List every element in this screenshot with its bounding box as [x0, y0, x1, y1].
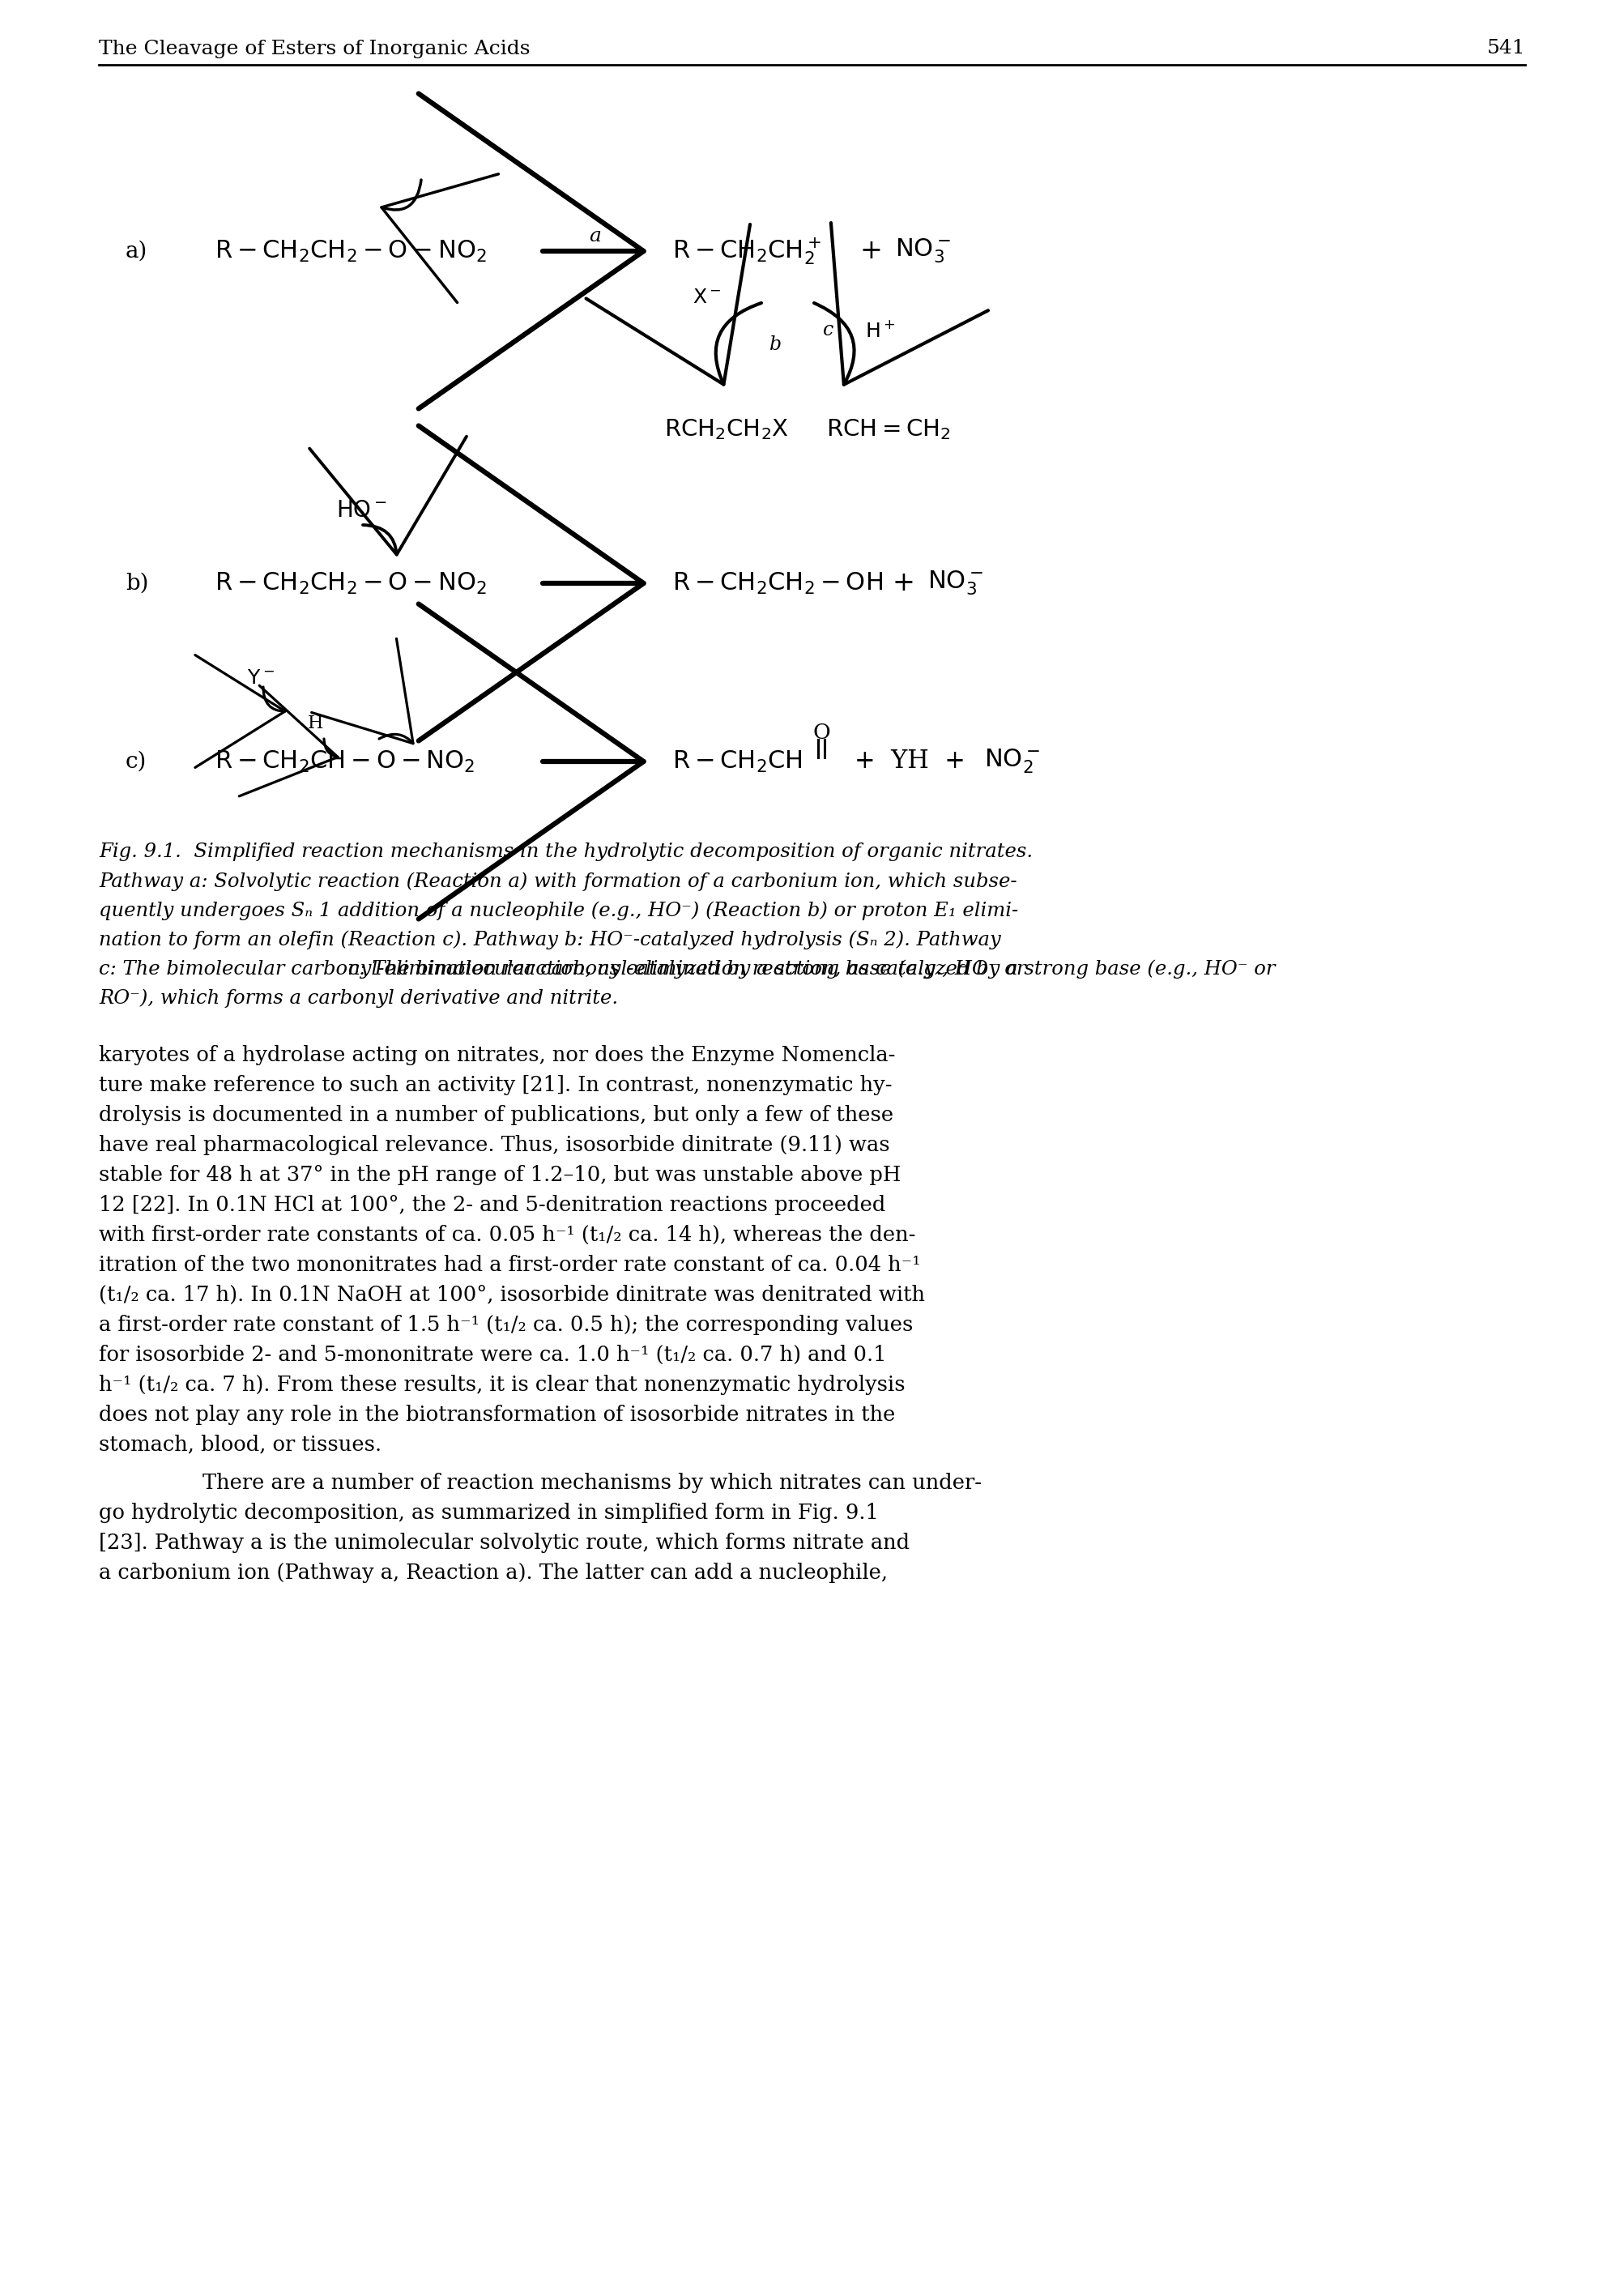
Text: $\mathsf{NO_2^-}$: $\mathsf{NO_2^-}$ — [984, 748, 1039, 776]
Text: b): b) — [125, 571, 149, 594]
Text: c: The bimolecular carbonyl-elimination reaction, as catalyzed by a strong base : c: The bimolecular carbonyl-elimination … — [99, 959, 1026, 978]
Text: for isosorbide 2- and 5-mononitrate were ca. 1.0 h⁻¹ (t₁/₂ ca. 0.7 h) and 0.1: for isosorbide 2- and 5-mononitrate were… — [99, 1345, 887, 1366]
Text: O: O — [812, 723, 830, 744]
Text: a first-order rate constant of 1.5 h⁻¹ (t₁/₂ ca. 0.5 h); the corresponding value: a first-order rate constant of 1.5 h⁻¹ (… — [99, 1315, 913, 1336]
Text: c: c — [823, 321, 835, 340]
Text: a carbonium ion (Pathway a, Reaction a). The latter can add a nucleophile,: a carbonium ion (Pathway a, Reaction a).… — [99, 1563, 888, 1584]
Text: 12 [22]. In 0.1N HCl at 100°, the 2- and 5-denitration reactions proceeded: 12 [22]. In 0.1N HCl at 100°, the 2- and… — [99, 1196, 885, 1214]
Text: quently undergoes Sₙ 1 addition of a nucleophile (e.g., HO⁻) (Reaction b) or pro: quently undergoes Sₙ 1 addition of a nuc… — [99, 902, 1018, 920]
Text: c): c) — [125, 750, 146, 773]
Text: [23]. Pathway a is the unimolecular solvolytic route, which forms nitrate and: [23]. Pathway a is the unimolecular solv… — [99, 1533, 909, 1554]
Text: itration of the two mononitrates had a first-order rate constant of ca. 0.04 h⁻¹: itration of the two mononitrates had a f… — [99, 1255, 921, 1276]
Text: Fig. 9.1.  Simplified reaction mechanisms in the hydrolytic decomposition of org: Fig. 9.1. Simplified reaction mechanisms… — [99, 842, 1033, 861]
Text: h⁻¹ (t₁/₂ ca. 7 h). From these results, it is clear that nonenzymatic hydrolysis: h⁻¹ (t₁/₂ ca. 7 h). From these results, … — [99, 1375, 905, 1395]
Text: $\mathsf{R-CH_2CH_2^+}$: $\mathsf{R-CH_2CH_2^+}$ — [672, 236, 822, 266]
Text: The Cleavage of Esters of Inorganic Acids: The Cleavage of Esters of Inorganic Acid… — [99, 39, 529, 57]
Text: $\mathsf{RCH{=}CH_2}$: $\mathsf{RCH{=}CH_2}$ — [827, 418, 950, 441]
Text: $\mathsf{R-CH_2CH_2-O-NO_2}$: $\mathsf{R-CH_2CH_2-O-NO_2}$ — [214, 571, 487, 597]
Text: a): a) — [125, 241, 148, 262]
Text: $\mathsf{NO_3^-}$: $\mathsf{NO_3^-}$ — [895, 236, 950, 266]
Text: $\mathsf{H^+}$: $\mathsf{H^+}$ — [866, 321, 895, 340]
Text: $\mathsf{Y^-}$: $\mathsf{Y^-}$ — [247, 670, 274, 688]
Text: $\mathsf{R-CH_2CH_2-O-NO_2}$: $\mathsf{R-CH_2CH_2-O-NO_2}$ — [214, 239, 487, 264]
Text: karyotes of a hydrolase acting on nitrates, nor does the Enzyme Nomencla-: karyotes of a hydrolase acting on nitrat… — [99, 1044, 895, 1065]
Text: Pathway a: Solvolytic reaction (Reaction a) with formation of a carbonium ion, w: Pathway a: Solvolytic reaction (Reaction… — [99, 872, 1017, 890]
Text: +  YH  +: + YH + — [854, 748, 965, 773]
Text: There are a number of reaction mechanisms by which nitrates can under-: There are a number of reaction mechanism… — [203, 1473, 981, 1494]
Text: $\mathsf{HO^-}$: $\mathsf{HO^-}$ — [336, 500, 387, 521]
Text: $\mathsf{NO_3^-}$: $\mathsf{NO_3^-}$ — [927, 569, 983, 597]
Text: go hydrolytic decomposition, as summarized in simplified form in Fig. 9.1: go hydrolytic decomposition, as summariz… — [99, 1503, 879, 1524]
Text: ture make reference to such an activity [21]. In contrast, nonenzymatic hy-: ture make reference to such an activity … — [99, 1074, 892, 1095]
Text: $\mathsf{R-CH_2CH}$: $\mathsf{R-CH_2CH}$ — [672, 748, 802, 773]
Text: a: a — [590, 227, 601, 246]
Text: have real pharmacological relevance. Thus, isosorbide dinitrate (9.11) was: have real pharmacological relevance. Thu… — [99, 1136, 890, 1154]
Text: c: The bimolecular carbonyl-elimination reaction, as catalyzed by a strong base : c: The bimolecular carbonyl-elimination … — [348, 959, 1275, 978]
Text: stable for 48 h at 37° in the pH range of 1.2–10, but was unstable above pH: stable for 48 h at 37° in the pH range o… — [99, 1166, 901, 1184]
Text: $\mathsf{R-CH_2CH_2-OH}$: $\mathsf{R-CH_2CH_2-OH}$ — [672, 571, 883, 597]
Text: H: H — [309, 714, 323, 732]
Text: (t₁/₂ ca. 17 h). In 0.1N NaOH at 100°, isosorbide dinitrate was denitrated with: (t₁/₂ ca. 17 h). In 0.1N NaOH at 100°, i… — [99, 1285, 926, 1306]
Text: $\mathsf{R-CH_2CH-O-NO_2}$: $\mathsf{R-CH_2CH-O-NO_2}$ — [214, 748, 474, 773]
Text: +: + — [892, 569, 914, 597]
Text: drolysis is documented in a number of publications, but only a few of these: drolysis is documented in a number of pu… — [99, 1104, 893, 1125]
Text: b: b — [770, 335, 783, 353]
Text: with first-order rate constants of ca. 0.05 h⁻¹ (t₁/₂ ca. 14 h), whereas the den: with first-order rate constants of ca. 0… — [99, 1226, 916, 1246]
Text: $\mathsf{X^-}$: $\mathsf{X^-}$ — [692, 289, 721, 308]
Text: nation to form an olefin (Reaction c). Pathway b: HO⁻-catalyzed hydrolysis (Sₙ 2: nation to form an olefin (Reaction c). P… — [99, 929, 1000, 950]
Text: +: + — [859, 239, 882, 264]
Text: 541: 541 — [1486, 39, 1525, 57]
Text: stomach, blood, or tissues.: stomach, blood, or tissues. — [99, 1434, 382, 1455]
Text: RO⁻), which forms a carbonyl derivative and nitrite.: RO⁻), which forms a carbonyl derivative … — [99, 989, 619, 1008]
Text: $\mathsf{RCH_2CH_2X}$: $\mathsf{RCH_2CH_2X}$ — [664, 418, 789, 441]
Text: does not play any role in the biotransformation of isosorbide nitrates in the: does not play any role in the biotransfo… — [99, 1405, 895, 1425]
